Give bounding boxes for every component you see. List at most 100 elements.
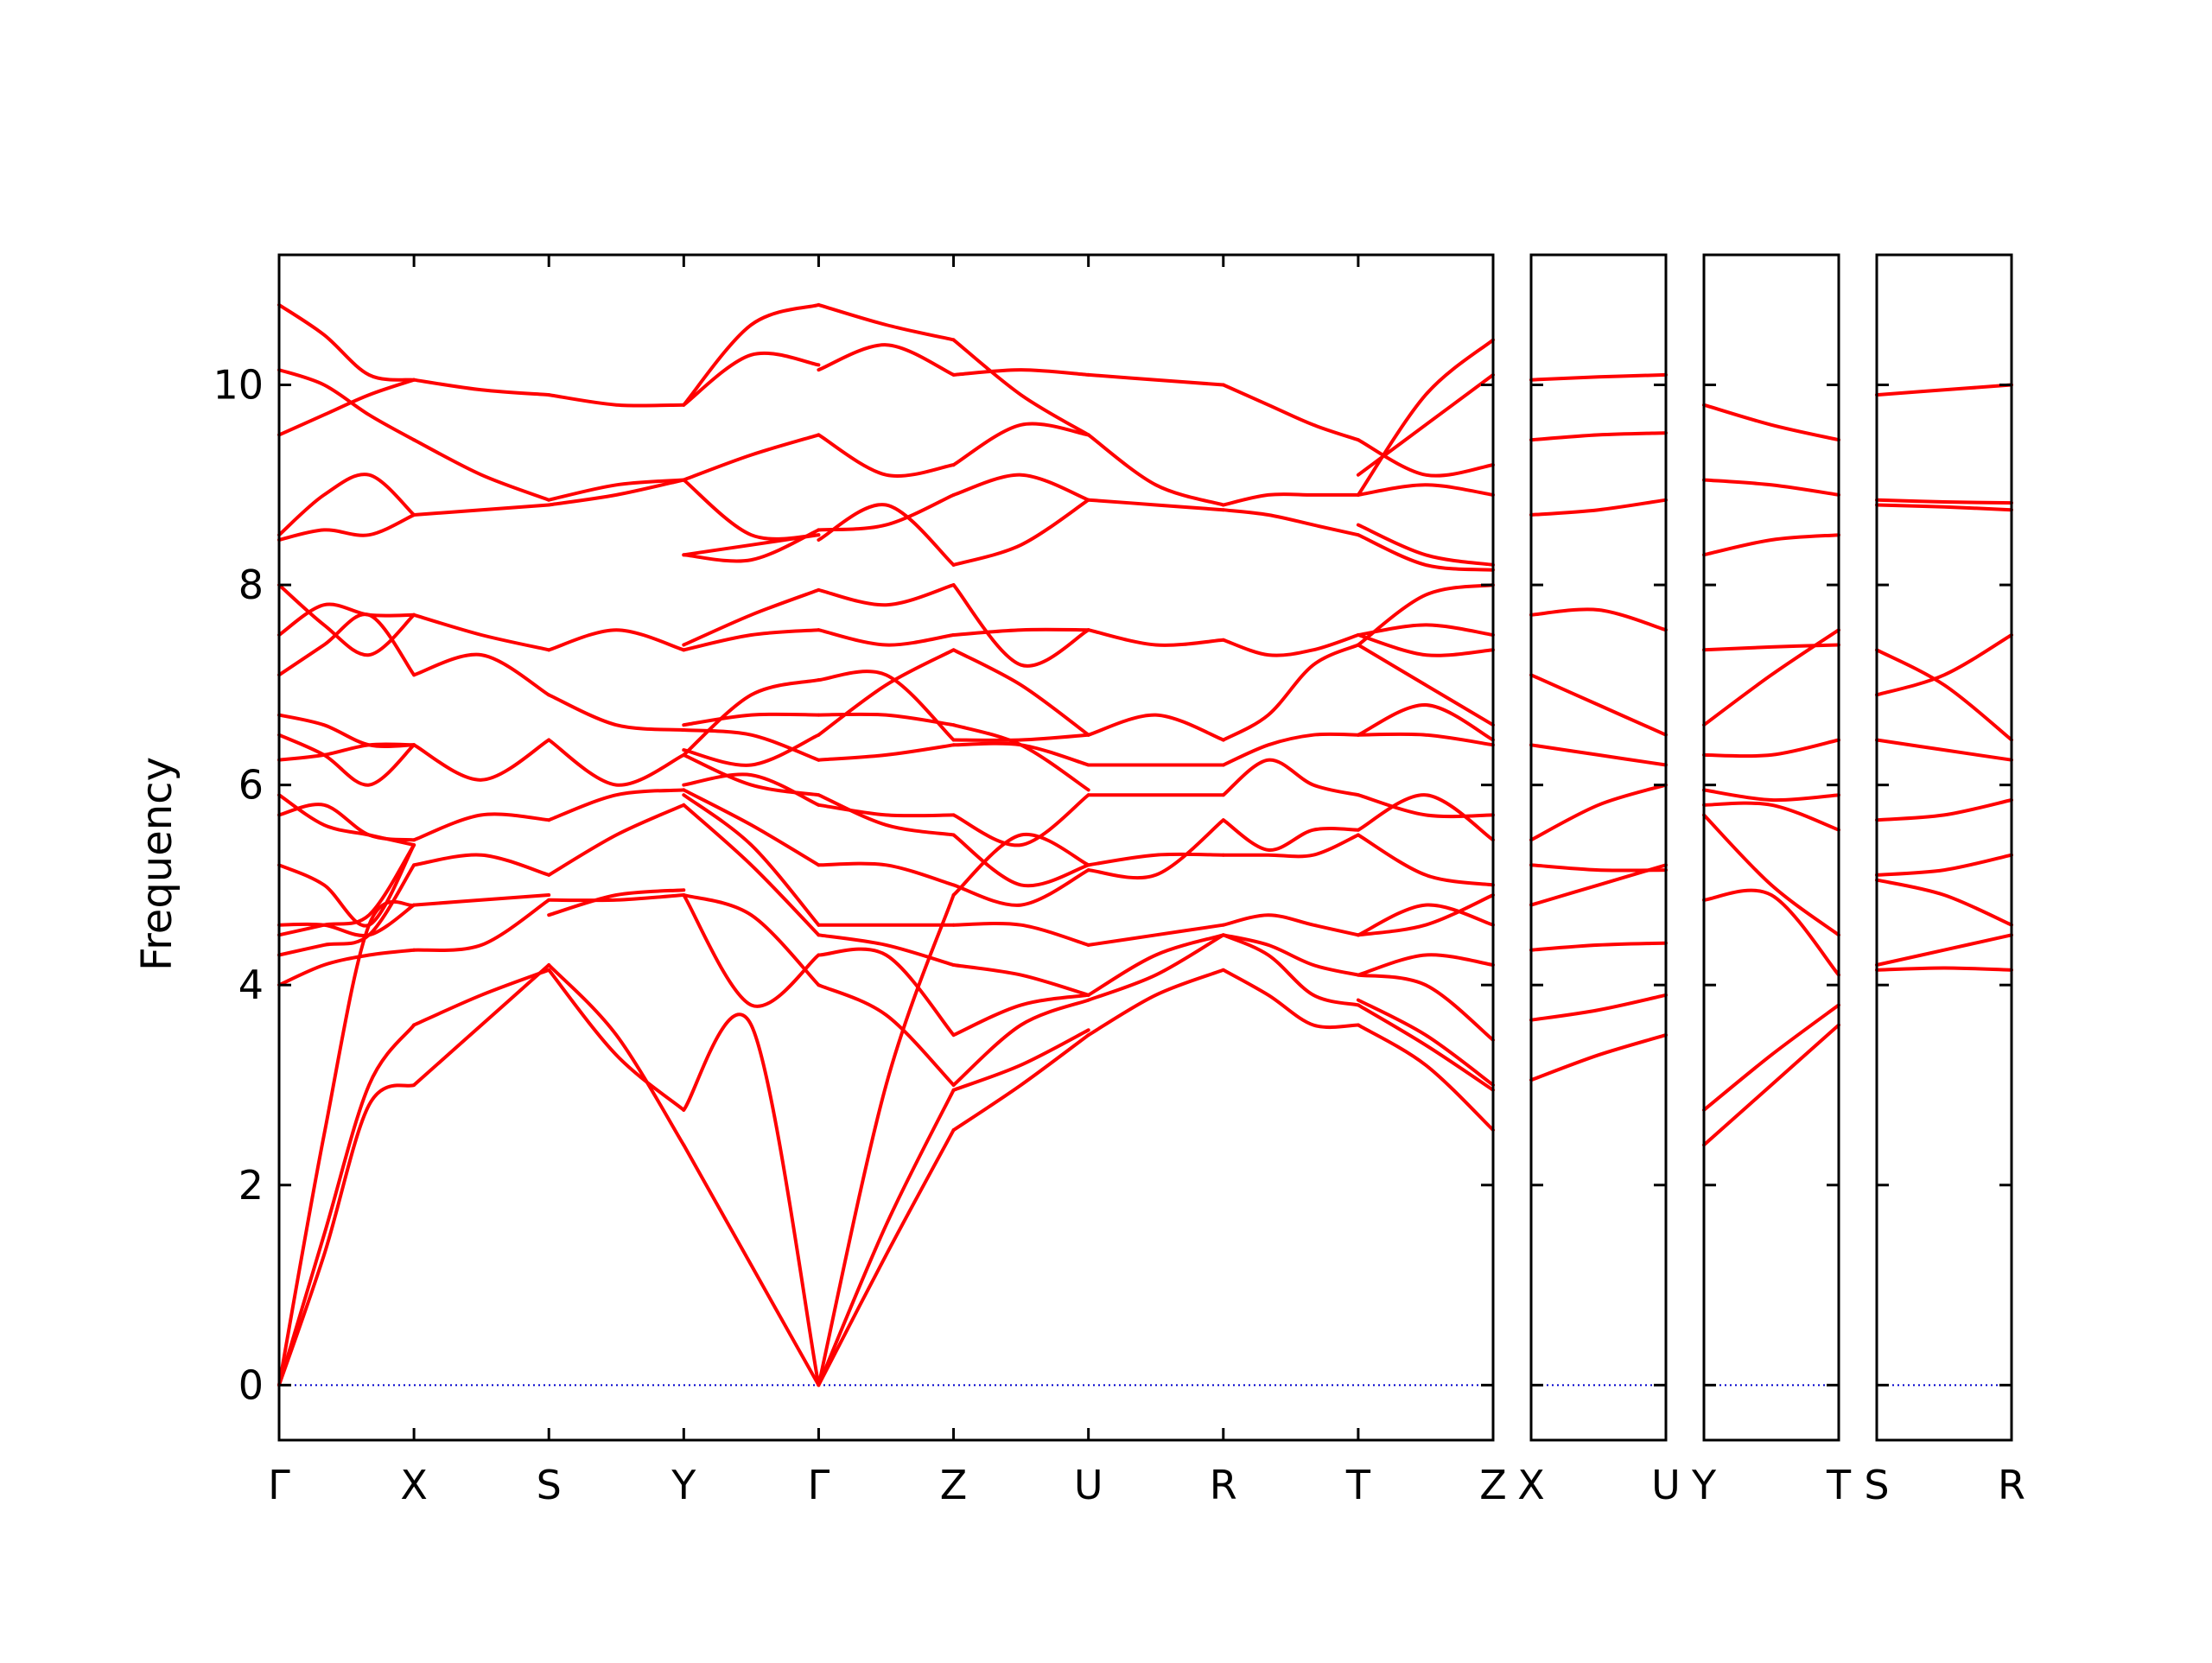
phonon-band bbox=[277, 368, 416, 442]
phonon-band bbox=[1086, 933, 1225, 997]
phonon-band bbox=[1221, 732, 1360, 767]
phonon-band bbox=[1356, 833, 1495, 887]
phonon-band bbox=[1529, 673, 1668, 737]
phonon-band bbox=[547, 738, 686, 787]
phonon-band bbox=[1875, 648, 2013, 742]
phonon-band bbox=[817, 583, 956, 607]
phonon-band bbox=[817, 1088, 956, 1387]
phonon-band bbox=[1221, 933, 1360, 977]
phonon-band bbox=[1702, 738, 1840, 759]
phonon-band bbox=[682, 788, 821, 867]
phonon-band bbox=[682, 893, 821, 987]
phonon-band bbox=[277, 742, 416, 762]
phonon-band bbox=[1702, 1023, 1840, 1147]
phonon-band bbox=[817, 1128, 956, 1387]
phonon-band bbox=[817, 743, 956, 762]
phonon-band bbox=[277, 583, 416, 657]
phonon-band bbox=[682, 587, 821, 647]
phonon-band bbox=[817, 648, 956, 737]
phonon-band bbox=[1356, 998, 1495, 1087]
phonon-band bbox=[1356, 583, 1495, 647]
phonon-band bbox=[951, 832, 1090, 897]
phonon-band bbox=[1356, 533, 1495, 572]
phonon-band bbox=[817, 503, 956, 567]
phonon-band bbox=[277, 613, 416, 677]
y-tick-label: 0 bbox=[238, 1362, 264, 1408]
phonon-band bbox=[682, 793, 821, 927]
y-tick-label: 6 bbox=[238, 762, 264, 809]
phonon-band bbox=[547, 888, 686, 917]
phonon-band bbox=[682, 752, 821, 797]
x-tick-label: U bbox=[1074, 1462, 1103, 1508]
phonon-band bbox=[277, 793, 416, 847]
y-tick-label: 8 bbox=[238, 562, 264, 608]
phonon-band bbox=[1875, 498, 2013, 505]
phonon-band bbox=[1875, 878, 2013, 927]
phonon-band bbox=[1702, 533, 1840, 557]
phonon-band bbox=[277, 948, 416, 987]
panel-frame bbox=[1875, 253, 2013, 1442]
phonon-band bbox=[951, 473, 1090, 502]
phonon-band bbox=[1529, 863, 1668, 873]
x-tick-label: Γ bbox=[268, 1462, 290, 1508]
phonon-band bbox=[1086, 628, 1225, 647]
phonon-band bbox=[277, 513, 416, 542]
y-axis-label: Frequency bbox=[133, 757, 181, 971]
phonon-band bbox=[277, 302, 416, 382]
phonon-band bbox=[1702, 403, 1840, 442]
phonon-band bbox=[412, 968, 551, 1027]
phonon-band bbox=[1221, 968, 1360, 1030]
phonon-band bbox=[1875, 798, 2013, 822]
phonon-band bbox=[277, 1083, 416, 1387]
phonon-band bbox=[951, 998, 1090, 1087]
x-tick-label: R bbox=[1210, 1462, 1237, 1508]
phonon-band bbox=[1086, 372, 1225, 387]
phonon-band bbox=[682, 678, 821, 757]
phonon-band bbox=[682, 628, 821, 652]
panel-frame bbox=[1529, 253, 1668, 1442]
phonon-band bbox=[951, 868, 1090, 907]
phonon-band bbox=[277, 1023, 416, 1387]
x-tick-label: R bbox=[1998, 1462, 2025, 1508]
phonon-band bbox=[1529, 743, 1668, 767]
phonon-band bbox=[951, 648, 1090, 737]
phonon-band bbox=[1702, 801, 1840, 832]
phonon-band bbox=[1086, 433, 1225, 507]
phonon-band bbox=[1221, 492, 1360, 507]
phonon-band bbox=[412, 613, 551, 652]
phonon-band bbox=[1702, 1003, 1840, 1112]
y-tick-label: 2 bbox=[238, 1162, 264, 1209]
phonon-band bbox=[1356, 643, 1495, 727]
panel-frame bbox=[1702, 253, 1840, 1442]
phonon-band bbox=[1529, 607, 1668, 632]
phonon-band bbox=[1356, 372, 1495, 477]
x-tick-label: T bbox=[1345, 1462, 1371, 1508]
phonon-band bbox=[1875, 933, 2013, 967]
x-tick-label: U bbox=[1651, 1462, 1681, 1508]
phonon-band bbox=[1529, 498, 1668, 517]
phonon-band bbox=[1529, 783, 1668, 842]
phonon-band bbox=[1356, 702, 1495, 742]
phonon-band bbox=[1086, 852, 1225, 867]
phonon-band bbox=[682, 803, 821, 937]
phonon-band bbox=[1221, 633, 1360, 657]
phonon-band bbox=[1702, 628, 1840, 727]
phonon-band bbox=[277, 843, 416, 928]
phonon-band bbox=[277, 733, 416, 787]
phonon-band bbox=[1875, 966, 2013, 972]
phonon-band bbox=[1875, 503, 2013, 512]
phonon-band bbox=[1529, 372, 1668, 382]
phonon-band bbox=[1356, 1003, 1495, 1092]
phonon-band bbox=[1356, 973, 1495, 1042]
phonon-band bbox=[951, 583, 1090, 668]
phonon-band bbox=[1356, 438, 1495, 478]
phonon-band bbox=[817, 628, 956, 647]
phonon-band bbox=[412, 438, 551, 502]
phonon-band bbox=[817, 893, 956, 1387]
phonon-band bbox=[951, 723, 1090, 792]
phonon-band bbox=[817, 433, 956, 478]
phonon-band bbox=[682, 351, 821, 407]
phonon-band bbox=[1356, 483, 1495, 497]
phonon-band bbox=[1221, 933, 1360, 1007]
